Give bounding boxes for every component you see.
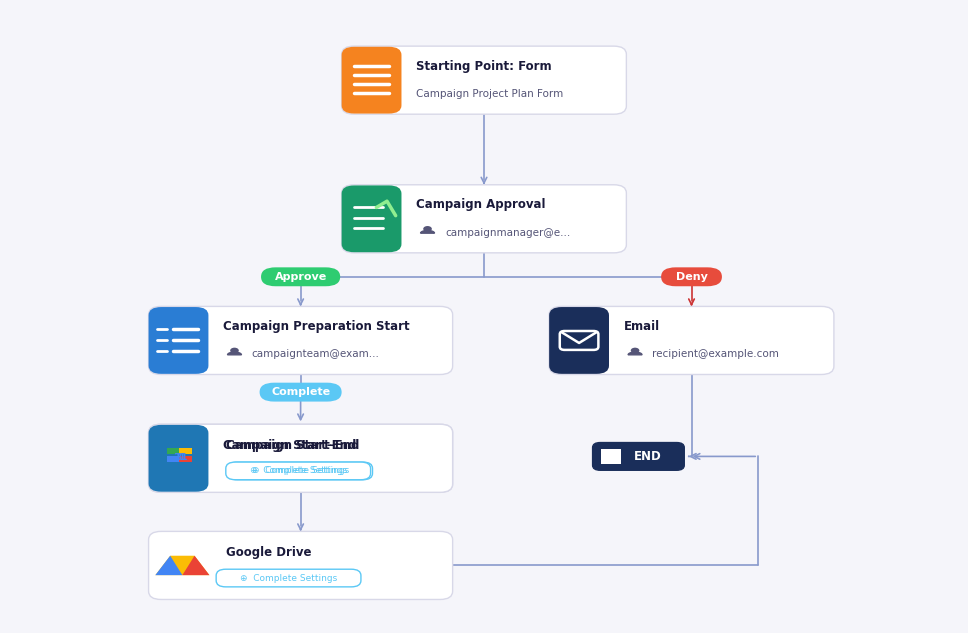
- Polygon shape: [155, 556, 182, 575]
- Text: Campaign Preparation Start: Campaign Preparation Start: [223, 320, 409, 333]
- FancyBboxPatch shape: [148, 424, 453, 492]
- Text: Starting Point: Form: Starting Point: Form: [416, 60, 552, 73]
- Text: Approve: Approve: [275, 272, 327, 282]
- Text: Deny: Deny: [676, 272, 708, 282]
- Polygon shape: [182, 556, 209, 575]
- FancyBboxPatch shape: [148, 425, 208, 492]
- FancyBboxPatch shape: [592, 442, 684, 470]
- Bar: [179, 448, 190, 454]
- Bar: [168, 448, 179, 454]
- Text: END: END: [634, 450, 662, 463]
- FancyBboxPatch shape: [342, 185, 402, 252]
- FancyBboxPatch shape: [259, 383, 342, 401]
- Text: campaignteam@exam...: campaignteam@exam...: [252, 349, 379, 360]
- Text: Campaign Start-End: Campaign Start-End: [223, 439, 356, 452]
- Text: Google Drive: Google Drive: [226, 546, 312, 560]
- FancyBboxPatch shape: [216, 569, 361, 587]
- Bar: [181, 456, 192, 463]
- Text: Campaign Approval: Campaign Approval: [416, 199, 545, 211]
- Text: 31: 31: [173, 453, 186, 461]
- FancyBboxPatch shape: [226, 462, 371, 480]
- FancyBboxPatch shape: [549, 306, 833, 375]
- Text: 31: 31: [175, 453, 188, 461]
- FancyBboxPatch shape: [148, 532, 453, 599]
- Polygon shape: [420, 230, 435, 233]
- Text: recipient@example.com: recipient@example.com: [652, 349, 779, 360]
- Text: Campaign Project Plan Form: Campaign Project Plan Form: [416, 89, 563, 99]
- FancyBboxPatch shape: [661, 267, 722, 286]
- Text: ⊕  Complete Settings: ⊕ Complete Settings: [240, 573, 337, 582]
- Circle shape: [631, 348, 640, 353]
- FancyBboxPatch shape: [261, 267, 340, 286]
- Bar: [179, 456, 190, 463]
- Text: Email: Email: [623, 320, 659, 333]
- Bar: [166, 456, 177, 463]
- Polygon shape: [155, 556, 209, 575]
- Polygon shape: [628, 352, 642, 355]
- FancyBboxPatch shape: [148, 424, 453, 492]
- Text: ⊕  Complete Settings: ⊕ Complete Settings: [250, 467, 347, 475]
- FancyBboxPatch shape: [549, 307, 609, 374]
- Bar: [168, 456, 179, 463]
- Bar: [601, 449, 620, 464]
- Polygon shape: [227, 352, 241, 355]
- Text: ⊕  Complete Settings: ⊕ Complete Settings: [252, 467, 348, 475]
- Circle shape: [423, 226, 432, 232]
- Bar: [166, 448, 177, 454]
- FancyBboxPatch shape: [148, 307, 208, 374]
- FancyBboxPatch shape: [342, 46, 626, 114]
- FancyBboxPatch shape: [227, 462, 373, 480]
- Circle shape: [230, 348, 239, 353]
- Text: Complete: Complete: [271, 387, 330, 397]
- FancyBboxPatch shape: [148, 306, 453, 375]
- Text: campaignmanager@e...: campaignmanager@e...: [445, 228, 570, 237]
- FancyBboxPatch shape: [342, 185, 626, 253]
- FancyBboxPatch shape: [342, 47, 402, 113]
- Text: Campaign Start-End: Campaign Start-End: [226, 439, 359, 452]
- Bar: [181, 448, 192, 454]
